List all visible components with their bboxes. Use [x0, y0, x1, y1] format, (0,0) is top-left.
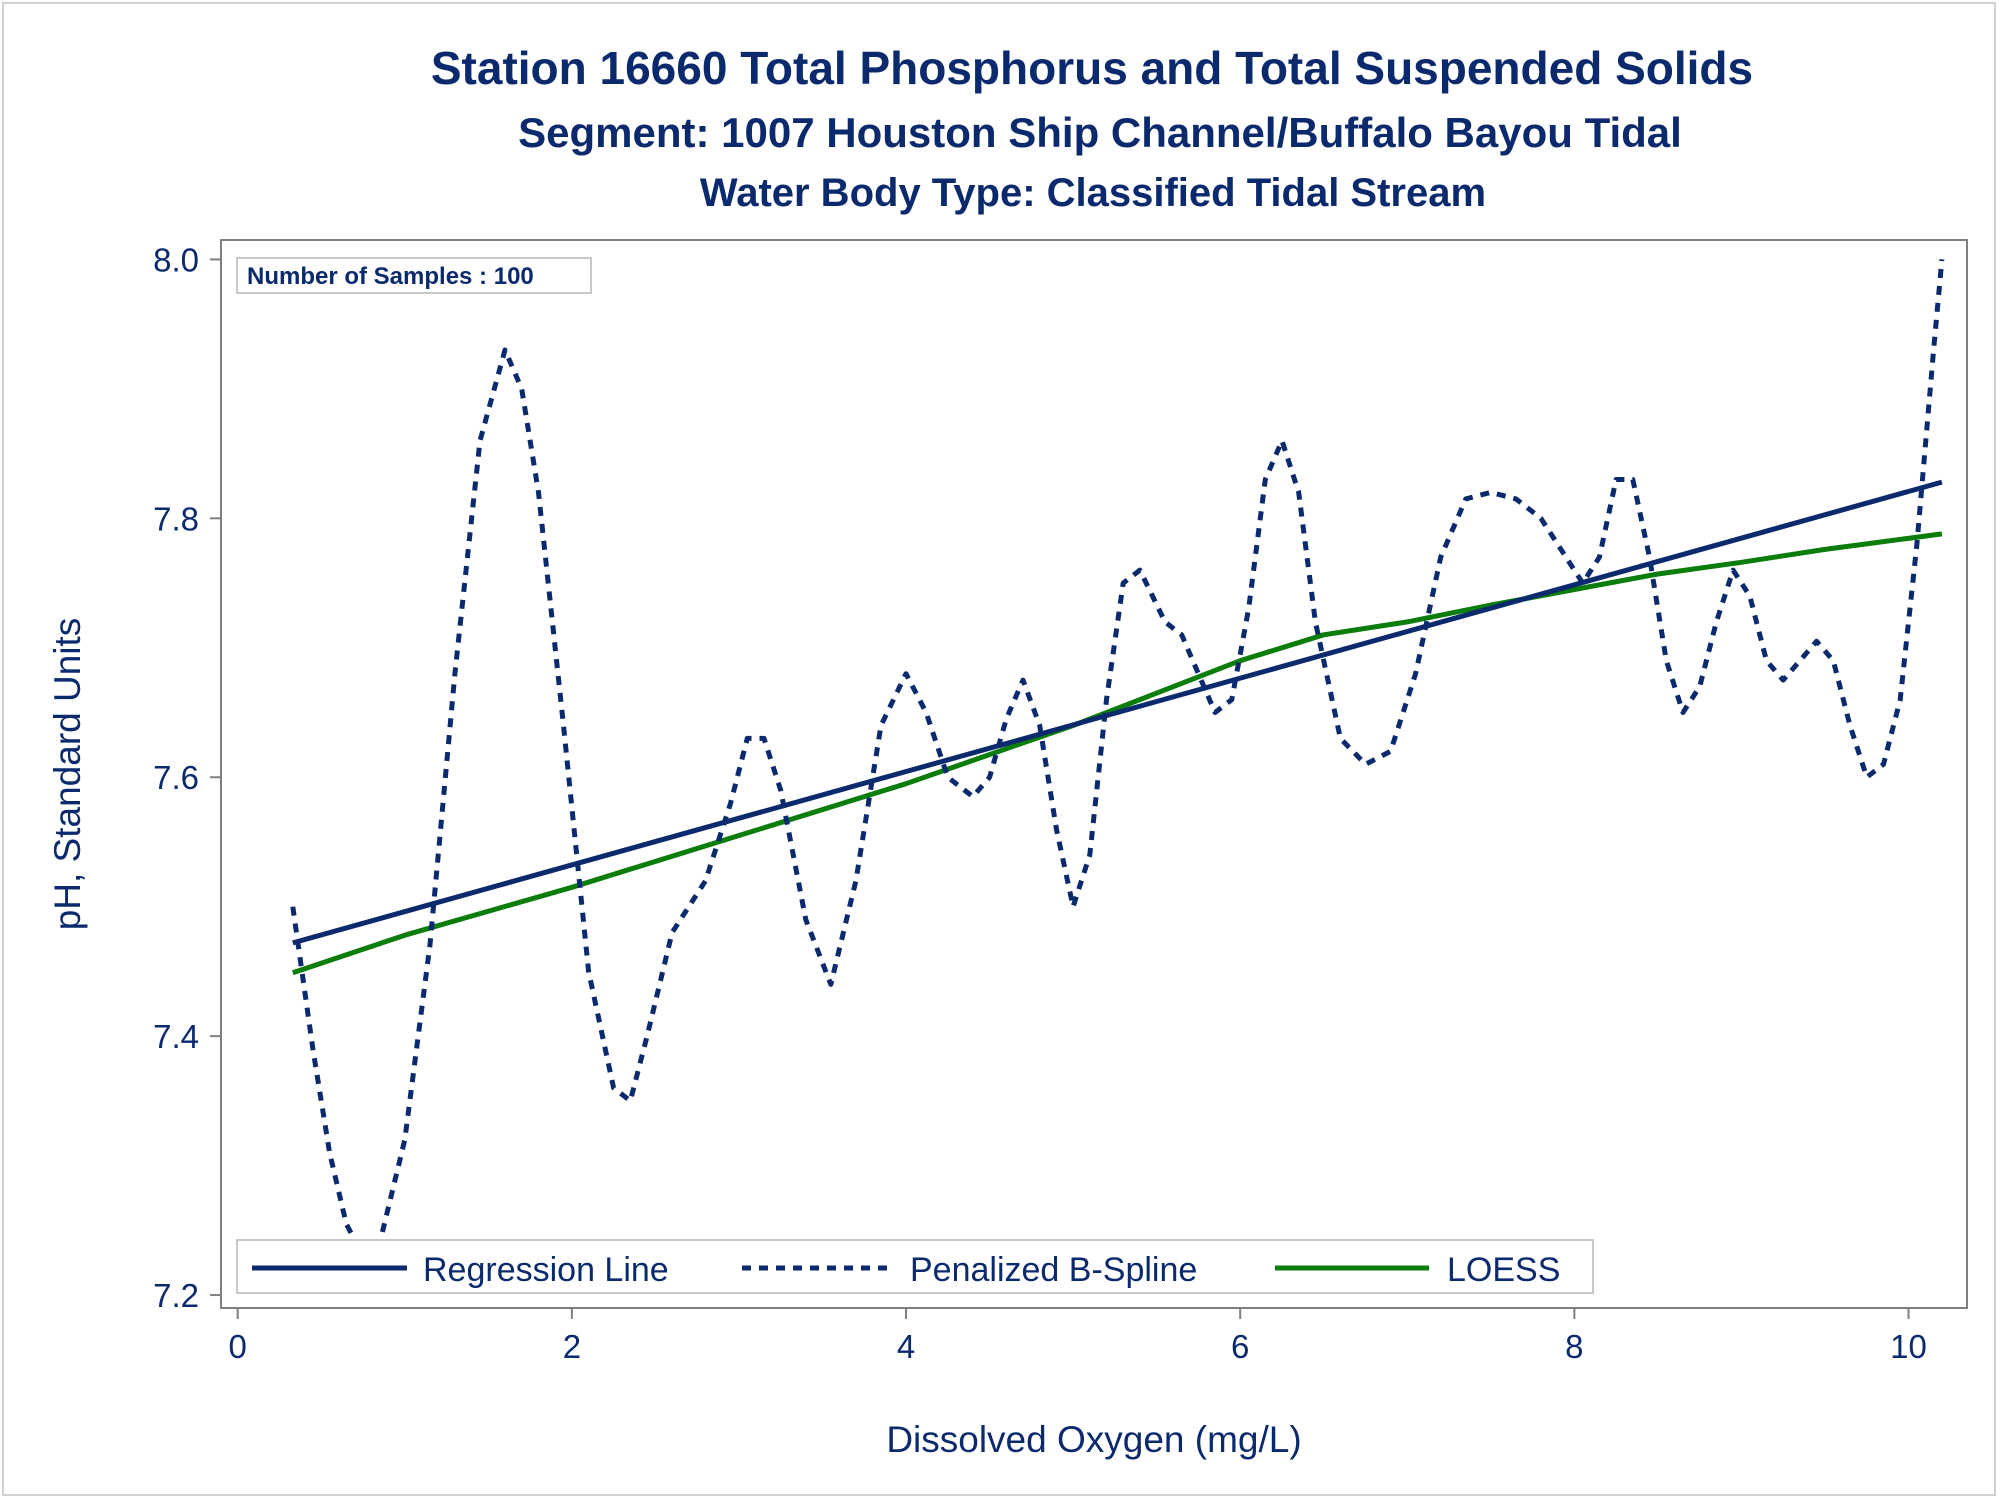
y-tick-label: 7.8	[153, 500, 199, 537]
series-line-loess	[292, 531, 1943, 976]
x-tick-label: 0	[229, 1328, 247, 1365]
x-tick-label: 8	[1565, 1328, 1583, 1365]
chart-subtitle-waterbody: Water Body Type: Classified Tidal Stream	[700, 171, 1486, 215]
x-axis: 0 2 4 6 8 10	[229, 1308, 1927, 1365]
sample-count-box: Number of Samples : 100	[236, 257, 592, 294]
plot-area	[220, 239, 1968, 1309]
y-axis-label: pH, Standard Units	[47, 618, 88, 931]
series-layer	[290, 259, 1945, 1259]
x-tick-label: 4	[897, 1328, 915, 1365]
chart-subtitle-segment: Segment: 1007 Houston Ship Channel/Buffa…	[518, 109, 1682, 156]
x-tick-label: 10	[1890, 1328, 1927, 1365]
x-tick-label: 2	[563, 1328, 581, 1365]
y-tick-label: 7.2	[153, 1277, 199, 1314]
x-axis-label: Dissolved Oxygen (mg/L)	[886, 1419, 1301, 1460]
y-axis: 7.2 7.4 7.6 7.8 8.0	[153, 241, 221, 1314]
x-tick-label: 6	[1231, 1328, 1249, 1365]
legend-label-loess: LOESS	[1447, 1251, 1560, 1289]
y-tick-label: 8.0	[153, 241, 199, 278]
y-tick-label: 7.4	[153, 1018, 199, 1055]
sample-count-text: Number of Samples : 100	[247, 263, 534, 290]
series-line-regression-line	[292, 479, 1943, 946]
y-tick-label: 7.6	[153, 759, 199, 796]
series-line-penalized-b-spline	[290, 259, 1945, 1259]
legend-label-bspline: Penalized B-Spline	[910, 1251, 1197, 1289]
legend-label-regression: Regression Line	[423, 1251, 669, 1289]
chart-title: Station 16660 Total Phosphorus and Total…	[431, 42, 1753, 94]
legend: Regression Line Penalized B-Spline LOESS	[236, 1239, 1594, 1294]
